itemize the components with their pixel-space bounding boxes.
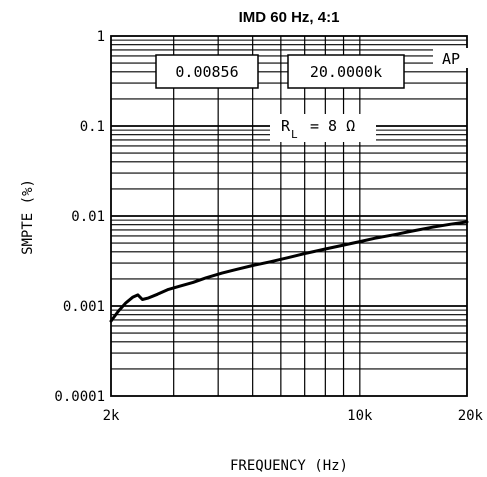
readout-value: 0.00856 [175,63,238,81]
readout-frequency: 20.0000k [310,63,382,81]
load-annotation: R L = 8 Ω [270,114,376,142]
annotation-subscript: L [291,128,298,141]
y-tick-label: 1 [97,29,105,45]
x-tick-label: 2k [103,408,120,424]
plot-border [110,35,468,397]
x-tick-label: 10k [347,408,373,424]
readout-box-value: 0.00856 [155,54,259,89]
y-tick-label: 0.1 [80,119,105,135]
x-axis-label: FREQUENCY (Hz) [230,458,348,474]
y-tick-label: 0.01 [71,209,105,225]
series-line [109,220,469,323]
grid [110,35,468,397]
chart-title: IMD 60 Hz, 4:1 [239,9,340,26]
ap-label: AP [442,50,460,68]
x-tick-label: 20k [458,408,484,424]
y-axis-label: SMPTE (%) [20,179,36,255]
y-tick-label: 0.0001 [54,389,105,405]
annotation-value: = 8 Ω [310,117,355,135]
tick-labels: 1 0.1 0.01 0.001 0.0001 2k 10k 20k [54,29,483,424]
readout-box-frequency: 20.0000k [287,54,405,89]
y-tick-label: 0.001 [63,299,105,315]
ap-tag: AP [433,48,469,68]
annotation-symbol: R [281,117,291,135]
